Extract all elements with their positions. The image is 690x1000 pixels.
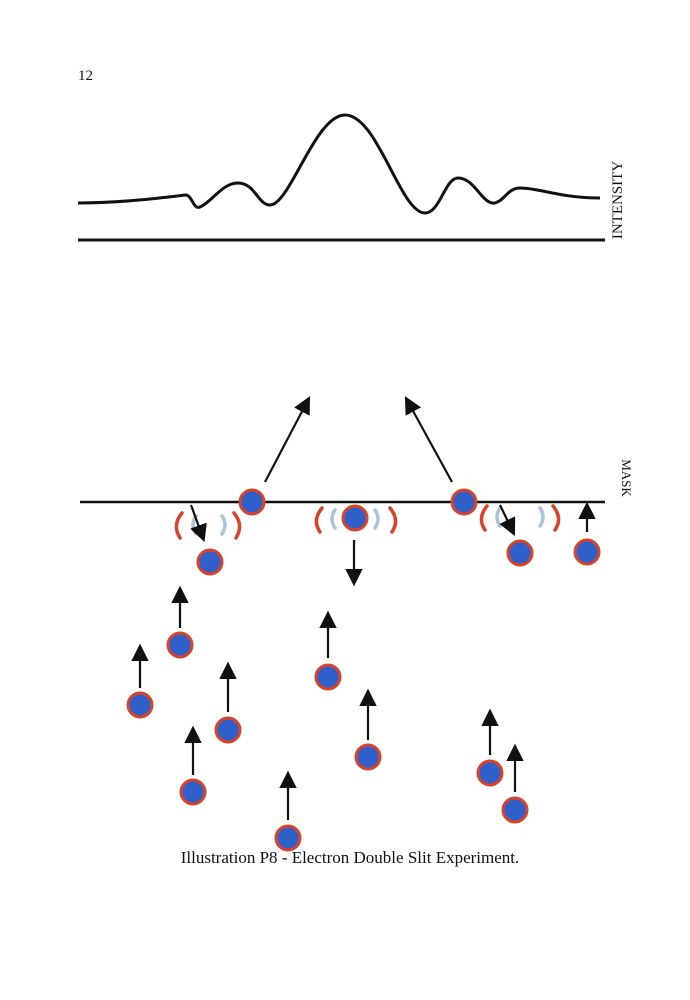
waves [174,504,561,540]
intensity-curve [77,113,601,215]
caption: Illustration P8 - Electron Double Slit E… [181,848,520,867]
intensity-label: INTENSITY [610,161,626,239]
mask-label: MASK [619,459,634,497]
page-number: 12 [78,68,93,84]
arrows [131,396,596,820]
electrons [126,488,601,852]
